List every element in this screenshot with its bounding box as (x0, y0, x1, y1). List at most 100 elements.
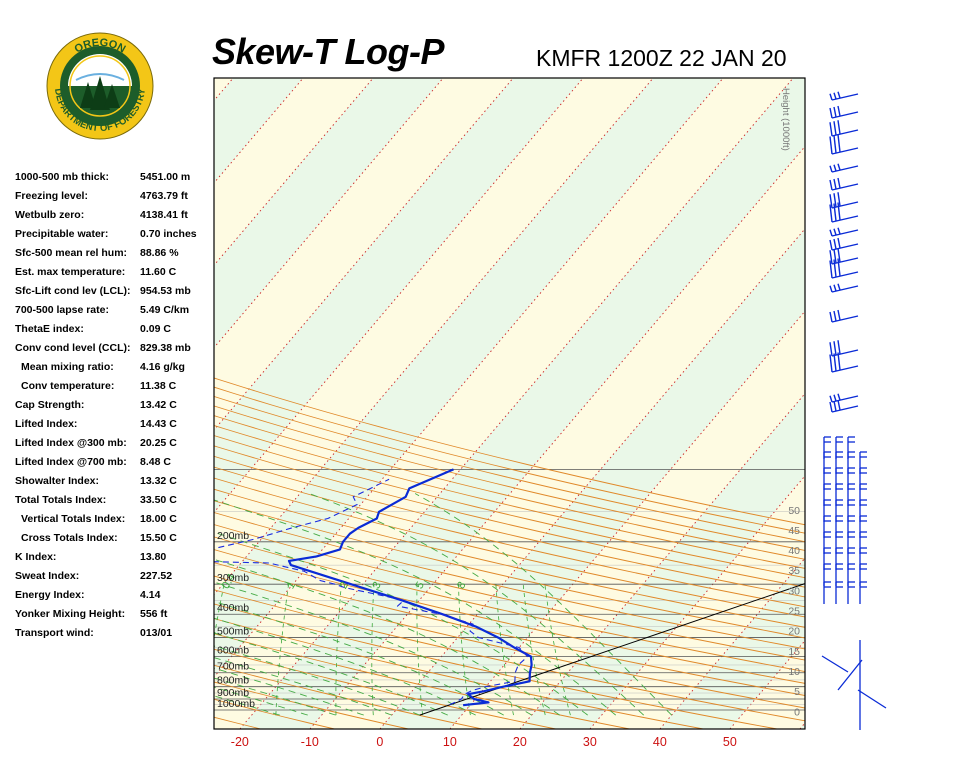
height-tick-label: 5 (794, 686, 800, 698)
index-label: Conv temperature: (21, 380, 115, 392)
isotherm-band (214, 78, 234, 101)
wind-barb (831, 315, 859, 323)
wind-barb-feather (837, 91, 841, 99)
index-row: Energy Index: 4.14 (15, 586, 215, 605)
height-tick-label: 25 (788, 606, 800, 618)
chart-title: Skew-T Log-P (212, 31, 445, 72)
isotherm-line (214, 78, 584, 514)
dry-adiabat (0, 81, 187, 729)
wind-barb-feather (837, 352, 841, 371)
wind-barb-feather (837, 399, 841, 411)
pressure-level-label: 500mb (217, 626, 249, 638)
wind-barb-feather (829, 122, 833, 137)
index-value: 11.60 C (140, 266, 177, 278)
oregon-department-of-forestry-logo: OREGON DEPARTMENT OF FORESTRY (46, 32, 154, 140)
wind-barb-feather (833, 178, 837, 190)
isotherm-band (519, 393, 805, 729)
wind-barb-feather (829, 165, 833, 173)
isotherm-line (214, 78, 234, 102)
index-label: Lifted Index @700 mb: (15, 456, 127, 468)
dry-adiabat (214, 575, 805, 709)
isotherm-band (214, 78, 724, 678)
wind-barb-feather (833, 353, 837, 372)
wind-barb-feather (833, 203, 837, 222)
index-label: Total Totals Index: (15, 494, 107, 506)
index-label: Lifted Index: (15, 418, 78, 430)
wind-barb (831, 129, 859, 137)
isotherm-line (214, 78, 724, 678)
wind-barb-feather (829, 136, 833, 155)
wind-barb (831, 93, 859, 101)
height-tick-label: 30 (788, 585, 800, 597)
wind-barb-feather (833, 121, 837, 136)
moist-adiabat (308, 493, 644, 716)
index-row: Conv cond level (CCL): 829.38 mb (15, 339, 215, 358)
wind-barb-feather (833, 92, 837, 100)
dry-adiabat (214, 386, 805, 534)
wind-barb-feather (837, 177, 841, 189)
station-time-label: KMFR 1200Z 22 JAN 20 (536, 45, 787, 71)
wind-barb-feather (837, 202, 841, 221)
wind-barb-feather (837, 134, 841, 153)
wind-barb (831, 257, 859, 265)
index-label: Cap Strength: (15, 399, 85, 411)
index-label: Est. max temperature: (15, 266, 126, 278)
index-label: Precipitable water: (15, 228, 109, 240)
index-label: Sfc-Lift cond lev (LCL): (15, 285, 131, 297)
index-value: 13.32 C (140, 475, 177, 487)
plot-frame (213, 77, 806, 730)
wind-barb-feather (833, 238, 837, 250)
wind-barb (831, 405, 859, 413)
height-tick-label: 50 (788, 505, 800, 517)
wind-barb (837, 659, 863, 691)
wind-barb (831, 111, 859, 119)
index-row: Est. max temperature: 11.60 C (15, 263, 215, 282)
wind-barb-feather (837, 120, 841, 135)
index-value: 556 ft (140, 608, 168, 620)
wind-barb-feather (829, 285, 833, 293)
isotherm-band (729, 640, 805, 729)
index-row: Sfc-Lift cond lev (LCL): 954.53 mb (15, 282, 215, 301)
wind-barb-feather (833, 310, 837, 322)
moist-adiabat (214, 499, 616, 716)
wind-barb-feather (837, 105, 841, 117)
dry-adiabat (214, 524, 805, 661)
index-label: Sfc-500 mean rel hum: (15, 247, 128, 259)
wind-barb-feather (829, 401, 833, 413)
isotherm-line (799, 722, 805, 729)
wind-barb-feather (829, 229, 833, 237)
index-label: 700-500 lapse rate: (15, 304, 109, 316)
plot-area (0, 78, 805, 729)
index-value: 954.53 mb (140, 285, 191, 297)
index-row: Lifted Index @300 mb: 20.25 C (15, 434, 215, 453)
wind-barb (831, 215, 859, 223)
index-value: 5.49 C/km (140, 304, 190, 316)
wind-barb-feather (833, 394, 837, 402)
wind-barb-feather (829, 204, 833, 223)
wind-barb-feather (833, 259, 837, 278)
index-value: 4.16 g/kg (140, 361, 185, 373)
wind-barb-feather (829, 354, 833, 373)
index-label: Conv cond level (CCL): (15, 342, 131, 354)
height-tick-label: 45 (788, 525, 800, 537)
wind-barb (831, 285, 859, 293)
index-label: Freezing level: (15, 190, 88, 202)
index-value: 13.42 C (140, 399, 177, 411)
index-value: 15.50 C (140, 532, 177, 544)
wind-barb-feather (837, 283, 841, 291)
wind-barb-feather (837, 340, 841, 355)
index-row: Transport wind: 013/01 (15, 624, 215, 643)
index-row: Precipitable water: 0.70 inches (15, 225, 215, 244)
wind-barb-feather (833, 249, 837, 264)
isotherm-line (309, 145, 805, 729)
index-value: 829.38 mb (140, 342, 191, 354)
wind-barb-feather (829, 260, 833, 279)
wind-barb-feather (833, 400, 837, 412)
height-tick-label: 15 (788, 646, 800, 658)
pressure-level-label: 600mb (217, 645, 249, 657)
wind-barb (857, 689, 887, 709)
index-row: 700-500 lapse rate: 5.49 C/km (15, 301, 215, 320)
wind-barb-feather (837, 393, 841, 401)
wind-barb-feather (829, 194, 833, 209)
